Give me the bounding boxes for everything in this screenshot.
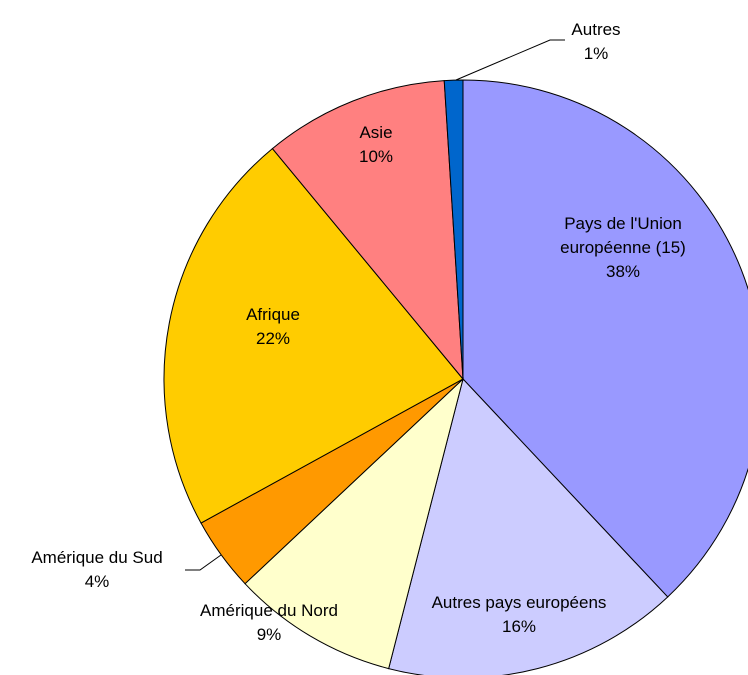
slice-label: Autres 1% [506,18,686,66]
category-label: Asie [359,123,393,142]
category-label: Autres pays européens [431,593,607,612]
slice-label: Amérique du Sud 4% [7,546,187,594]
category-label: Amérique du Nord [200,601,338,620]
value-label: 16% [501,617,537,636]
pie-slice [163,147,464,524]
value-label: 4% [84,572,110,591]
value-label: 22% [255,329,291,348]
leader-line [185,554,222,571]
category-label: Afrique [246,305,300,324]
category-label: Amérique du Sud [31,548,163,567]
slice-label: Autres pays européens 16% [429,591,609,639]
slice-label: Pays de l'Union européenne (15) 38% [533,212,713,284]
value-label: 38% [605,262,641,281]
pie-slice [244,377,464,670]
slice-label: Afrique 22% [183,303,363,351]
value-label: 1% [583,44,609,63]
slice-label: Amérique du Nord 9% [179,599,359,647]
leader-line [455,39,565,81]
value-label: 9% [256,625,282,644]
category-label: Autres [571,20,621,39]
category-label: Pays de l'Union européenne (15) [560,214,686,257]
pie-slice [271,80,464,381]
slice-label: Asie 10% [286,121,466,169]
pie-slice [462,79,748,598]
pie-slice [443,79,464,380]
value-label: 10% [358,147,394,166]
